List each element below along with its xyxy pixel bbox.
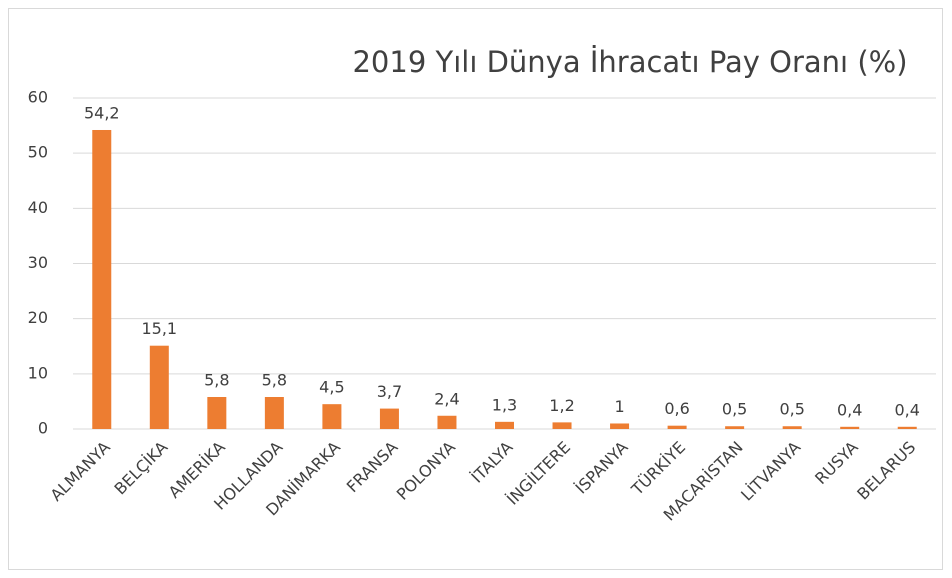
bar bbox=[437, 415, 457, 429]
bar bbox=[782, 426, 802, 429]
y-tick-label: 20 bbox=[28, 308, 48, 327]
bar bbox=[897, 426, 917, 429]
value-label: 15,1 bbox=[141, 319, 177, 338]
value-label: 0,5 bbox=[779, 400, 804, 419]
value-label: 4,5 bbox=[319, 378, 344, 397]
bar bbox=[840, 426, 860, 429]
bar bbox=[92, 129, 112, 429]
bar bbox=[379, 408, 399, 429]
chart-title: 2019 Yılı Dünya İhracatı Pay Oranı (%) bbox=[352, 45, 907, 79]
bar bbox=[667, 425, 687, 429]
y-tick-label: 60 bbox=[28, 88, 48, 107]
bar bbox=[725, 426, 745, 429]
value-label: 0,5 bbox=[722, 400, 747, 419]
value-label: 54,2 bbox=[84, 103, 120, 122]
value-label: 0,4 bbox=[837, 400, 862, 419]
bar bbox=[264, 397, 284, 429]
chart-border bbox=[8, 8, 943, 570]
value-label: 0,6 bbox=[664, 399, 689, 418]
bar bbox=[322, 404, 342, 429]
bar bbox=[207, 397, 227, 429]
bar bbox=[149, 345, 169, 429]
bar bbox=[552, 422, 572, 429]
value-label: 3,7 bbox=[377, 382, 402, 401]
y-tick-label: 30 bbox=[28, 253, 48, 272]
value-label: 2,4 bbox=[434, 389, 459, 408]
value-label: 1,2 bbox=[549, 396, 574, 415]
bar bbox=[495, 421, 514, 429]
value-label: 1,3 bbox=[492, 395, 517, 414]
value-label: 1 bbox=[614, 397, 624, 416]
value-label: 5,8 bbox=[204, 371, 229, 390]
y-tick-label: 10 bbox=[28, 363, 48, 382]
y-tick-label: 40 bbox=[28, 198, 48, 217]
value-label: 5,8 bbox=[262, 371, 287, 390]
y-tick-label: 50 bbox=[28, 143, 48, 162]
bar bbox=[610, 423, 630, 429]
y-tick-label: 0 bbox=[38, 419, 48, 438]
value-label: 0,4 bbox=[895, 400, 920, 419]
